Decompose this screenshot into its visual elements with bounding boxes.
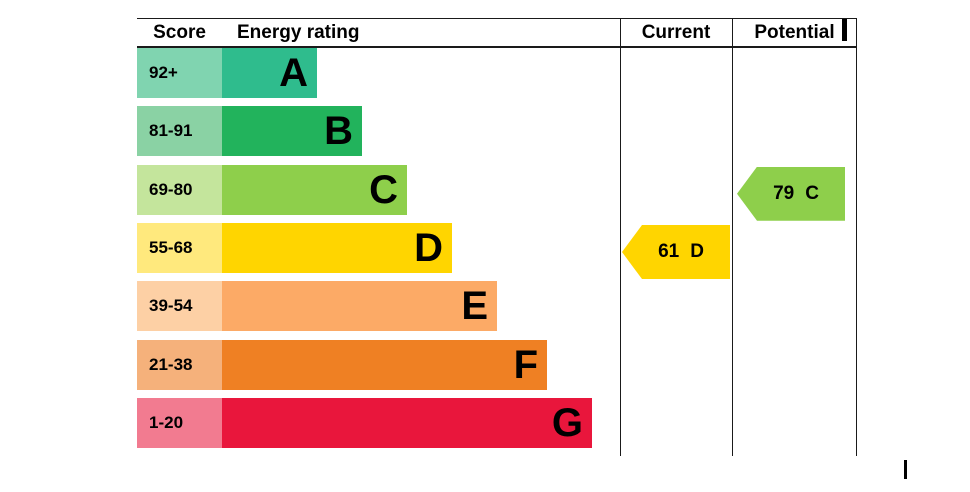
header-potential: Potential (754, 22, 835, 43)
score-cell: 1-20 (137, 397, 222, 448)
band-row: 92+ A (137, 48, 857, 106)
current-column-divider (620, 19, 621, 456)
chart-header: Score Energy rating Current Potential (137, 19, 857, 48)
score-label: 1-20 (149, 412, 184, 432)
band-row: 1-20 G (137, 397, 857, 456)
chart-right-border (856, 19, 857, 456)
rating-bar: G (222, 397, 592, 448)
header-score: Score (153, 22, 206, 43)
header-energy-rating: Energy rating (237, 22, 360, 43)
rating-letter: G (551, 400, 583, 445)
potential-column-divider (732, 19, 733, 456)
score-cell: 55-68 (137, 222, 222, 273)
rating-bar: C (222, 164, 407, 215)
rating-bar: D (222, 222, 452, 273)
rating-letter: E (461, 284, 488, 329)
band-row: 39-54 E (137, 281, 857, 339)
band-row: 69-80 C (137, 164, 857, 223)
score-label: 81-91 (149, 121, 193, 141)
score-cell: 39-54 (137, 281, 222, 332)
potential-arrow: 79 C (737, 166, 845, 221)
current-letter: D (690, 241, 704, 263)
rating-bar: E (222, 281, 497, 332)
header-current: Current (641, 22, 711, 43)
score-label: 92+ (149, 63, 178, 82)
potential-letter: C (805, 182, 819, 204)
rating-bar: F (222, 339, 547, 390)
band-row: 81-91 B (137, 106, 857, 164)
band-rows: 92+ A 81-91 B 69-80 C 55-68 D 39-54 (137, 48, 857, 456)
stray-cursor-artifact (904, 460, 907, 479)
current-score: 61 (658, 241, 680, 263)
text-cursor-artifact (842, 19, 847, 41)
rating-letter: B (324, 109, 353, 154)
band-row: 55-68 D (137, 222, 857, 281)
energy-rating-chart: Score Energy rating Current Potential 92… (137, 18, 857, 456)
score-cell: 81-91 (137, 106, 222, 157)
rating-letter: D (414, 225, 443, 270)
score-label: 69-80 (149, 179, 193, 199)
score-cell: 92+ (137, 48, 222, 98)
current-arrow: 61 D (622, 225, 730, 280)
rating-letter: A (279, 51, 308, 95)
rating-bar: B (222, 106, 362, 157)
potential-score: 79 (773, 182, 795, 204)
rating-letter: C (369, 167, 398, 212)
score-cell: 21-38 (137, 339, 222, 390)
score-label: 55-68 (149, 237, 193, 257)
rating-letter: F (513, 342, 538, 387)
rating-bar: A (222, 48, 317, 98)
score-cell: 69-80 (137, 164, 222, 215)
score-label: 21-38 (149, 354, 193, 374)
score-label: 39-54 (149, 296, 193, 316)
band-row: 21-38 F (137, 339, 857, 398)
